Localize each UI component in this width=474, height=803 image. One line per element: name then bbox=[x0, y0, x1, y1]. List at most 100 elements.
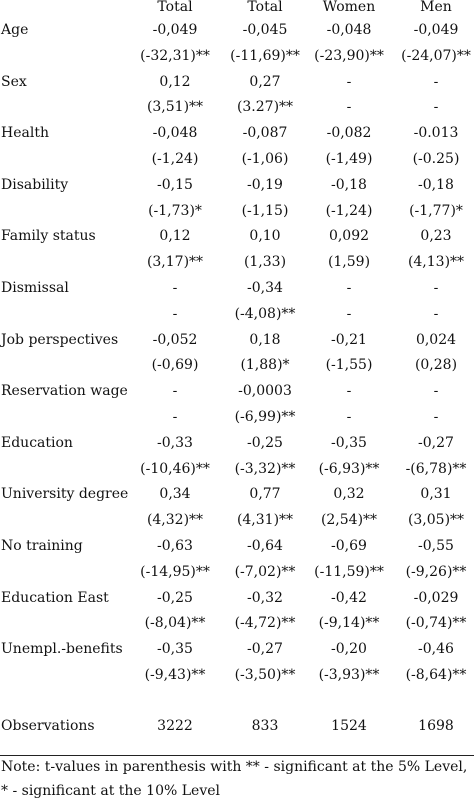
coef-cell: -0,63 bbox=[157, 537, 193, 554]
coef-cell: -0,27 bbox=[418, 434, 454, 451]
coef-cell: -0,32 bbox=[247, 589, 283, 606]
tvalue-cell: (-1,77)* bbox=[409, 202, 463, 219]
header-col-3: Women bbox=[322, 0, 376, 15]
spacer bbox=[0, 689, 474, 714]
table-row-tval: (-9,43)** (-3,50)** (-3,93)** (-8,64)** bbox=[0, 663, 474, 689]
tvalue-cell: (-1,15) bbox=[241, 202, 289, 219]
tvalue-cell: (-9,14)** bbox=[318, 615, 380, 632]
table-row-coef: Family status 0,12 0,10 0,092 0,23 bbox=[0, 224, 474, 250]
tvalue-cell: - bbox=[346, 408, 352, 425]
tvalue-cell: (-9,26)** bbox=[405, 563, 467, 580]
tvalue-cell: - bbox=[433, 99, 439, 116]
observations-cell: 3222 bbox=[157, 717, 193, 734]
table-row-coef: Reservation wage - -0,0003 - - bbox=[0, 379, 474, 405]
tvalue-cell: -(6,78)** bbox=[405, 460, 467, 477]
tvalue-cell: (-1,49) bbox=[325, 150, 373, 167]
table-row-tval: (-14,95)** (-7,02)** (-11,59)** (-9,26)** bbox=[0, 560, 474, 586]
coef-cell: - bbox=[346, 73, 352, 90]
observations-row: Observations 3222 833 1524 1698 bbox=[0, 714, 474, 740]
coef-cell: -0,18 bbox=[418, 176, 454, 193]
variable-label: Disability bbox=[1, 176, 69, 193]
table-row-tval: (-0,69) (1,88)* (-1,55) (0,28) bbox=[0, 353, 474, 379]
tvalue-cell: (-32,31)** bbox=[140, 47, 210, 64]
tvalue-cell: (-7,02)** bbox=[234, 563, 296, 580]
coef-cell: 0,024 bbox=[415, 331, 457, 348]
table-row-coef: Health -0,048 -0,087 -0,082 -0.013 bbox=[0, 121, 474, 147]
coef-cell: -0,35 bbox=[331, 434, 367, 451]
observations-cell: 833 bbox=[251, 717, 279, 734]
coef-cell: -0,35 bbox=[157, 641, 193, 658]
coef-cell: - bbox=[433, 383, 439, 400]
coef-cell: 0,10 bbox=[249, 228, 281, 245]
tvalue-cell: - bbox=[346, 99, 352, 116]
table-row-tval: (-32,31)** (-11,69)** (-23,90)** (-24,07)** bbox=[0, 44, 474, 70]
table-row-tval: (-10,46)** (-3,32)** (-6,93)** -(6,78)** bbox=[0, 457, 474, 483]
tvalue-cell: (-14,95)** bbox=[140, 563, 210, 580]
table-row-tval: (-8,04)** (-4,72)** (-9,14)** (-0,74)** bbox=[0, 611, 474, 637]
tvalue-cell: (0,28) bbox=[414, 357, 458, 374]
table-row-tval: - (-4,08)** - - bbox=[0, 302, 474, 328]
table-row-coef: Sex 0,12 0,27 - - bbox=[0, 70, 474, 96]
coef-cell: 0,34 bbox=[159, 486, 191, 503]
table-row-tval: (-1,24) (-1,06) (-1,49) (-0.25) bbox=[0, 147, 474, 173]
coef-cell: -0,15 bbox=[157, 176, 193, 193]
coef-cell: -0.013 bbox=[413, 125, 459, 142]
coef-cell: -0,0003 bbox=[238, 383, 292, 400]
tvalue-cell: (-1,24) bbox=[151, 150, 199, 167]
tvalue-cell: (-1,06) bbox=[241, 150, 289, 167]
tvalue-cell: - bbox=[172, 408, 178, 425]
coef-cell: -0,46 bbox=[418, 641, 454, 658]
coef-cell: -0,64 bbox=[247, 537, 283, 554]
variable-label: Reservation wage bbox=[1, 383, 128, 400]
coef-cell: -0,21 bbox=[331, 331, 367, 348]
tvalue-cell: (-0.25) bbox=[412, 150, 460, 167]
coef-cell: -0,34 bbox=[247, 279, 283, 296]
header-col-2: Total bbox=[247, 0, 283, 15]
observations-cell: 1698 bbox=[418, 717, 454, 734]
coef-cell: -0,55 bbox=[418, 537, 454, 554]
coef-cell: - bbox=[346, 279, 352, 296]
variable-label: Education bbox=[1, 434, 73, 451]
coef-cell: -0,052 bbox=[152, 331, 198, 348]
coef-cell: -0,19 bbox=[247, 176, 283, 193]
variable-label: Health bbox=[1, 125, 49, 142]
tvalue-cell: - bbox=[346, 305, 352, 322]
coef-cell: 0,23 bbox=[420, 228, 452, 245]
table-note: Note: t-values in parenthesis with ** - … bbox=[1, 755, 473, 803]
tvalue-cell: (-1,73)* bbox=[148, 202, 202, 219]
coef-cell: -0,045 bbox=[242, 22, 288, 38]
variable-label: Sex bbox=[1, 73, 27, 90]
tvalue-cell: (3,05)** bbox=[407, 512, 465, 529]
coef-cell: -0,18 bbox=[331, 176, 367, 193]
tvalue-cell: (3,17)** bbox=[146, 254, 204, 271]
table-row-tval: (3,17)** (1,33) (1,59) (4,13)** bbox=[0, 250, 474, 276]
tvalue-cell: (4,32)** bbox=[146, 512, 204, 529]
coef-cell: -0,048 bbox=[152, 125, 198, 142]
coef-cell: -0,049 bbox=[413, 22, 459, 38]
tvalue-cell: (-6,99)** bbox=[234, 408, 296, 425]
note-line-1: Note: t-values in parenthesis with ** - … bbox=[1, 759, 468, 775]
observations-label: Observations bbox=[1, 717, 95, 734]
variable-label: Age bbox=[1, 22, 29, 38]
note-line-2: * - significant at the 10% Level bbox=[1, 783, 220, 799]
header-col-4: Men bbox=[420, 0, 452, 15]
variable-label: Family status bbox=[1, 228, 96, 245]
table-row-coef: Education -0,33 -0,25 -0,35 -0,27 bbox=[0, 431, 474, 457]
header-col-1: Total bbox=[157, 0, 193, 15]
tvalue-cell: (2,54)** bbox=[320, 512, 378, 529]
tvalue-cell: (-9,43)** bbox=[144, 666, 206, 683]
coef-cell: -0,25 bbox=[247, 434, 283, 451]
tvalue-cell: (4,13)** bbox=[407, 254, 465, 271]
coef-cell: -0,087 bbox=[242, 125, 288, 142]
coef-cell: -0,25 bbox=[157, 589, 193, 606]
variable-label: Dismissal bbox=[1, 279, 69, 296]
coef-cell: - bbox=[433, 279, 439, 296]
table-row-tval: (4,32)** (4,31)** (2,54)** (3,05)** bbox=[0, 508, 474, 534]
tvalue-cell: (-0,69) bbox=[151, 357, 199, 374]
table-row-coef: University degree 0,34 0,77 0,32 0,31 bbox=[0, 482, 474, 508]
tvalue-cell: (-6,93)** bbox=[318, 460, 380, 477]
tvalue-cell: (3,51)** bbox=[146, 99, 204, 116]
coef-cell: 0,32 bbox=[333, 486, 365, 503]
coef-cell: 0,12 bbox=[159, 73, 191, 90]
table-body: Age -0,049 -0,045 -0,048 -0,049 (-32,31)** (-1… bbox=[0, 18, 474, 740]
